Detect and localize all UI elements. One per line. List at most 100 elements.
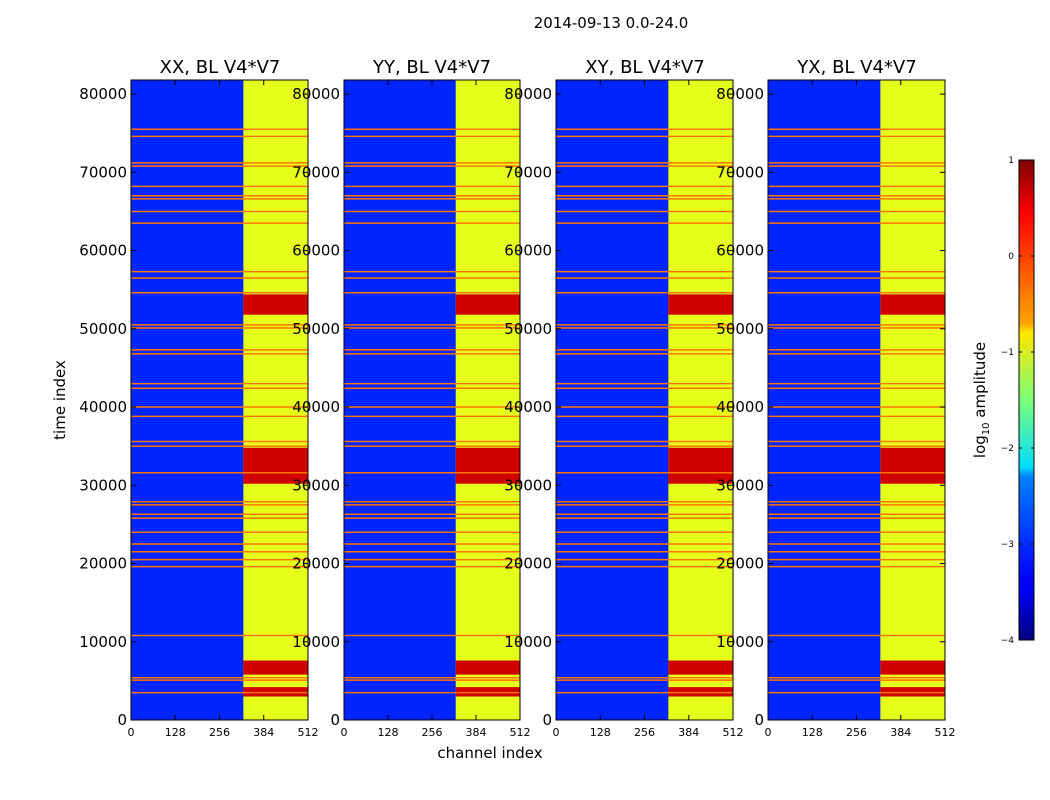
y-tick-label: 20000 bbox=[292, 555, 340, 573]
x-tick-label: 512 bbox=[298, 726, 319, 739]
panel-xx: XX, BL V4*V7 0 10000 20000 30000 40000 50000 6… bbox=[79, 57, 318, 739]
y-tick-label: 30000 bbox=[79, 476, 127, 494]
panel-title-yy: YY, BL V4*V7 bbox=[372, 57, 491, 78]
x-tick-label: 256 bbox=[422, 726, 443, 739]
x-tick-label: 256 bbox=[846, 726, 867, 739]
panel-yy: YY, BL V4*V7 0 10000 20000 30000 40000 50000 6… bbox=[292, 57, 530, 739]
x-tick-label: 0 bbox=[341, 726, 348, 739]
heatmap-saturated bbox=[668, 660, 733, 675]
y-tick-label: 10000 bbox=[79, 633, 127, 651]
y-tick-label: 30000 bbox=[292, 476, 340, 494]
heatmap-saturated bbox=[880, 447, 945, 484]
heatmap-xy bbox=[556, 80, 733, 720]
x-ticks-yx: 0 128 256 384 512 bbox=[765, 80, 956, 739]
x-tick-label: 512 bbox=[510, 726, 531, 739]
panel-title-xx: XX, BL V4*V7 bbox=[160, 57, 281, 78]
y-tick-label: 70000 bbox=[79, 163, 127, 181]
y-ticks-yx: 0 10000 20000 30000 40000 50000 60000 70000 8000… bbox=[716, 85, 945, 729]
heatmap-saturated bbox=[880, 294, 945, 315]
x-ticks-yy: 0 128 256 384 512 bbox=[341, 80, 531, 739]
y-tick-label: 10000 bbox=[504, 633, 552, 651]
colorbar-tick-label: −3 bbox=[1001, 540, 1014, 550]
heatmap-saturated bbox=[880, 660, 945, 675]
heatmap-yx bbox=[768, 80, 945, 720]
y-tick-label: 50000 bbox=[716, 320, 764, 338]
y-tick-label: 0 bbox=[330, 711, 340, 729]
panel-title-yx: YX, BL V4*V7 bbox=[796, 57, 916, 78]
y-tick-label: 10000 bbox=[716, 633, 764, 651]
x-axis-label: channel index bbox=[437, 744, 542, 762]
x-tick-label: 512 bbox=[935, 726, 956, 739]
colorbar-tick-label: 0 bbox=[1008, 252, 1014, 262]
y-tick-label: 70000 bbox=[716, 163, 764, 181]
y-tick-label: 40000 bbox=[504, 398, 552, 416]
y-tick-label: 10000 bbox=[292, 633, 340, 651]
y-tick-label: 20000 bbox=[504, 555, 552, 573]
y-tick-label: 50000 bbox=[292, 320, 340, 338]
x-tick-label: 384 bbox=[678, 726, 699, 739]
y-tick-label: 40000 bbox=[292, 398, 340, 416]
colorbar-tick-label: 1 bbox=[1008, 156, 1014, 166]
panel-title-xy: XY, BL V4*V7 bbox=[585, 57, 704, 78]
colorbar-label-base: 10 bbox=[981, 422, 992, 435]
y-tick-label: 70000 bbox=[292, 163, 340, 181]
y-tick-label: 60000 bbox=[292, 242, 340, 260]
panel-xy: XY, BL V4*V7 0 10000 20000 30000 40000 50000 6… bbox=[504, 57, 743, 739]
y-tick-label: 50000 bbox=[504, 320, 552, 338]
panel-yx: YX, BL V4*V7 0 10000 20000 30000 40000 50000 6… bbox=[716, 57, 955, 739]
x-tick-label: 128 bbox=[165, 726, 186, 739]
y-ticks-xx: 0 10000 20000 30000 40000 50000 60000 70000 8000… bbox=[79, 85, 308, 729]
heatmap-saturated bbox=[455, 660, 520, 675]
y-tick-label: 60000 bbox=[504, 242, 552, 260]
x-tick-label: 512 bbox=[723, 726, 744, 739]
heatmap-saturated bbox=[243, 660, 308, 675]
heatmap-band bbox=[880, 80, 945, 720]
y-ticks-xy: 0 10000 20000 30000 40000 50000 60000 70000 8000… bbox=[504, 85, 733, 729]
x-tick-label: 128 bbox=[590, 726, 611, 739]
y-tick-label: 60000 bbox=[79, 242, 127, 260]
colorbar-label-log: log bbox=[971, 435, 989, 458]
colorbar-label-rest: amplitude bbox=[971, 342, 989, 423]
y-tick-label: 80000 bbox=[79, 85, 127, 103]
y-tick-label: 50000 bbox=[79, 320, 127, 338]
colorbar-tick-label: −2 bbox=[1001, 444, 1014, 454]
colorbar-gradient bbox=[1018, 159, 1035, 641]
y-tick-label: 0 bbox=[542, 711, 552, 729]
heatmap-saturated bbox=[668, 294, 733, 315]
heatmap-saturated bbox=[880, 687, 945, 697]
colorbar-label: log10 amplitude bbox=[971, 342, 992, 458]
x-tick-label: 0 bbox=[553, 726, 560, 739]
x-tick-label: 128 bbox=[802, 726, 823, 739]
y-ticks-yy: 0 10000 20000 30000 40000 50000 60000 70000 8000… bbox=[292, 85, 520, 729]
heatmap-yy bbox=[344, 80, 520, 720]
x-ticks-xy: 0 128 256 384 512 bbox=[553, 80, 744, 739]
heatmap-saturated bbox=[243, 447, 308, 484]
x-tick-label: 0 bbox=[128, 726, 135, 739]
heatmap-saturated bbox=[243, 294, 308, 315]
heatmap-saturated bbox=[455, 447, 520, 484]
y-tick-label: 40000 bbox=[79, 398, 127, 416]
y-tick-label: 80000 bbox=[292, 85, 340, 103]
y-tick-label: 0 bbox=[117, 711, 127, 729]
colorbar-tick-label: −1 bbox=[1001, 348, 1014, 358]
colorbar: 10−1−2−3−4 log10 amplitude bbox=[971, 156, 1035, 646]
heatmap-saturated bbox=[455, 687, 520, 697]
y-tick-label: 30000 bbox=[504, 476, 552, 494]
heatmap-saturated bbox=[668, 687, 733, 697]
y-tick-label: 80000 bbox=[504, 85, 552, 103]
y-tick-label: 40000 bbox=[716, 398, 764, 416]
x-tick-label: 256 bbox=[634, 726, 655, 739]
colorbar-ticks: 1 0 −1 −2 −3 −4 bbox=[1001, 156, 1034, 646]
heatmap-saturated bbox=[455, 294, 520, 315]
x-tick-label: 384 bbox=[890, 726, 911, 739]
heatmap-xx bbox=[131, 80, 308, 720]
x-tick-label: 128 bbox=[378, 726, 399, 739]
y-tick-label: 80000 bbox=[716, 85, 764, 103]
heatmap-saturated bbox=[668, 447, 733, 484]
x-tick-label: 256 bbox=[209, 726, 230, 739]
x-tick-label: 0 bbox=[765, 726, 772, 739]
y-axis-label: time index bbox=[51, 360, 69, 440]
heatmap-saturated bbox=[243, 687, 308, 697]
y-tick-label: 70000 bbox=[504, 163, 552, 181]
